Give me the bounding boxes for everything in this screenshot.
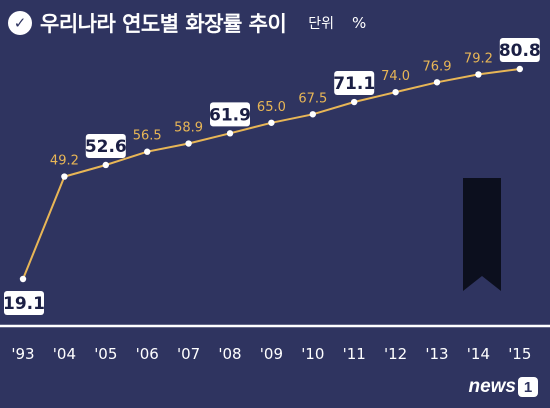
data-label: 56.5 xyxy=(133,129,162,144)
data-label: 61.9 xyxy=(209,105,251,125)
data-point xyxy=(351,98,358,106)
data-label: 79.2 xyxy=(464,51,493,66)
check-icon: ✓ xyxy=(8,11,32,35)
data-point xyxy=(516,65,523,73)
x-tick-label: '12 xyxy=(384,345,407,363)
data-label: 71.1 xyxy=(333,74,375,94)
data-label: 65.0 xyxy=(257,100,286,115)
highlight-box xyxy=(210,102,250,127)
news1-logo: news 1 xyxy=(468,376,538,398)
data-point xyxy=(433,79,441,86)
ribbon-group xyxy=(463,178,501,291)
logo-text: news xyxy=(468,376,516,397)
x-tick-label: '04 xyxy=(53,345,76,363)
data-point xyxy=(226,130,234,137)
mourning-ribbon xyxy=(463,178,501,291)
x-tick-label: '10 xyxy=(301,345,324,363)
highlight-box xyxy=(499,38,540,62)
data-label: 80.8 xyxy=(499,41,541,61)
x-tick-label: '15 xyxy=(508,345,531,363)
x-tick-label: '06 xyxy=(136,345,159,363)
data-point xyxy=(144,148,151,155)
data-point xyxy=(185,140,192,147)
data-label: 74.0 xyxy=(381,69,410,84)
data-point xyxy=(475,71,482,78)
highlight-box xyxy=(85,133,126,158)
label-group: 19.1 49.2 52.6 56.5 58.9 61.9 65.0 67.5 71.1 74.0… xyxy=(3,38,541,315)
chart-header: ✓ 우리나라 연도별 화장률 추이 단위 % xyxy=(8,6,366,40)
x-tick-label: '93 xyxy=(11,345,34,363)
data-point xyxy=(19,275,27,283)
chart-title: 우리나라 연도별 화장률 추이 xyxy=(40,12,287,36)
data-label: 58.9 xyxy=(174,121,203,136)
point-group xyxy=(19,65,523,283)
data-point xyxy=(392,88,399,96)
data-point xyxy=(268,119,275,126)
unit-symbol: % xyxy=(352,14,367,32)
x-tick-label: '14 xyxy=(467,345,490,363)
data-point xyxy=(102,161,110,169)
data-label: 67.5 xyxy=(298,91,327,106)
x-tick-label: '13 xyxy=(425,345,448,363)
tick-group: '93 '04 '05 '06 '07 '08 '09 '10 '11 '12 '13 '14 '15 xyxy=(11,345,531,363)
data-label: 49.2 xyxy=(50,154,79,169)
data-label: 52.6 xyxy=(85,137,127,157)
logo-badge: 1 xyxy=(518,377,538,397)
highlight-box xyxy=(334,71,375,96)
data-label: 76.9 xyxy=(423,59,452,74)
x-tick-label: '07 xyxy=(177,345,200,363)
data-label: 19.1 xyxy=(3,294,45,314)
data-point xyxy=(61,173,68,180)
x-tick-label: '11 xyxy=(343,345,366,363)
x-tick-label: '09 xyxy=(260,345,283,363)
x-tick-label: '08 xyxy=(218,345,241,363)
unit-label: 단위 xyxy=(308,16,335,32)
highlight-box xyxy=(4,291,44,315)
data-point xyxy=(309,111,316,118)
x-tick-label: '05 xyxy=(94,345,117,363)
